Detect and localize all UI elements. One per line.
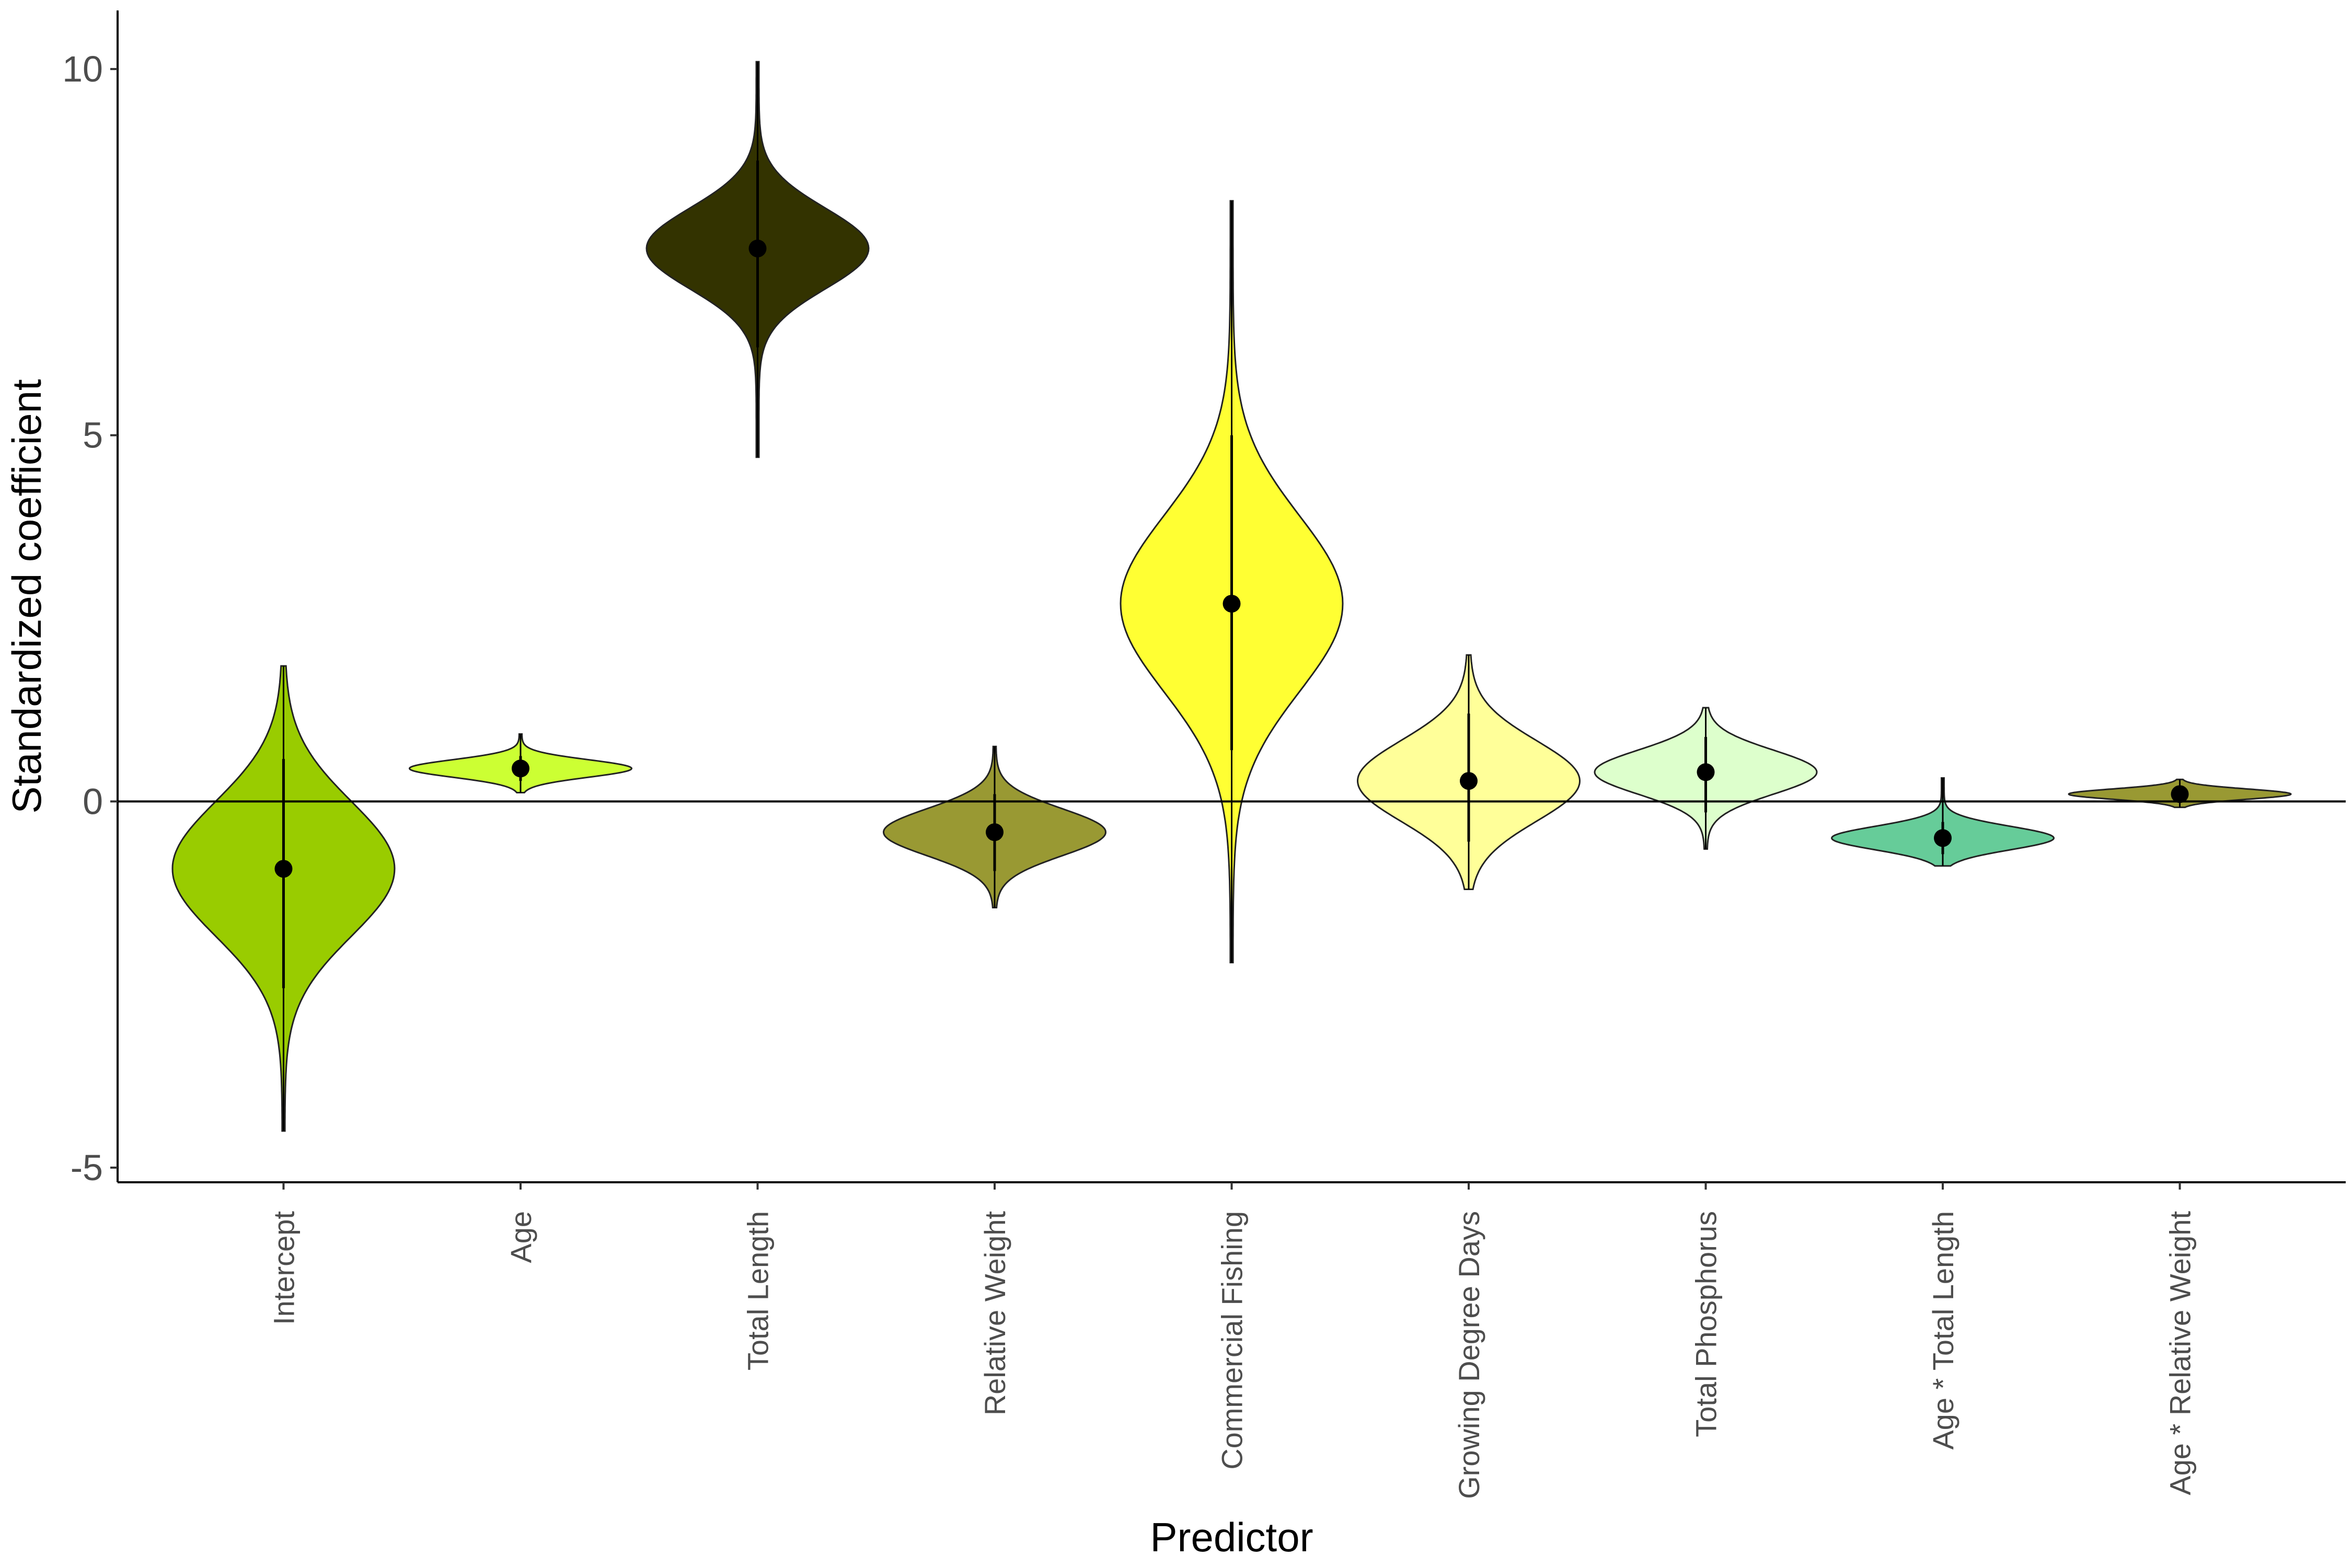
mean-point [985,823,1004,841]
x-tick-label: Age * Total Length [1927,1211,1959,1450]
x-tick-label: Growing Degree Days [1452,1211,1485,1499]
mean-point [511,759,529,778]
x-axis-title: Predictor [1150,1514,1313,1560]
x-tick-label: Commercial Fishing [1216,1211,1249,1470]
x-tick-label: Relative Weight [978,1211,1011,1416]
x-tick-label: Intercept [267,1211,300,1325]
x-tick-label: Age [504,1211,537,1263]
y-tick-label: -5 [71,1147,103,1188]
x-tick-label: Total Phosphorus [1690,1211,1723,1437]
mean-point [1460,772,1478,790]
mean-point [1934,829,1952,847]
x-axis-ticks: Intercept Age Total Length Relative Weight C… [267,1182,2197,1499]
y-axis-ticks: -5 0 5 10 [62,49,118,1188]
mean-point [274,860,293,878]
y-axis-title: Standardized coefficient [4,379,50,813]
mean-point [748,239,767,258]
y-tick-label: 10 [62,49,103,89]
interval-layer [282,62,2182,1131]
y-tick-label: 0 [83,781,103,822]
x-tick-label: Total Length [741,1211,774,1370]
mean-point [1697,763,1715,781]
mean-point-layer [274,239,2189,878]
mean-point [2171,785,2189,803]
y-tick-label: 5 [83,415,103,456]
x-tick-label: Age * Relative Weight [2164,1211,2197,1495]
mean-point [1223,595,1241,613]
